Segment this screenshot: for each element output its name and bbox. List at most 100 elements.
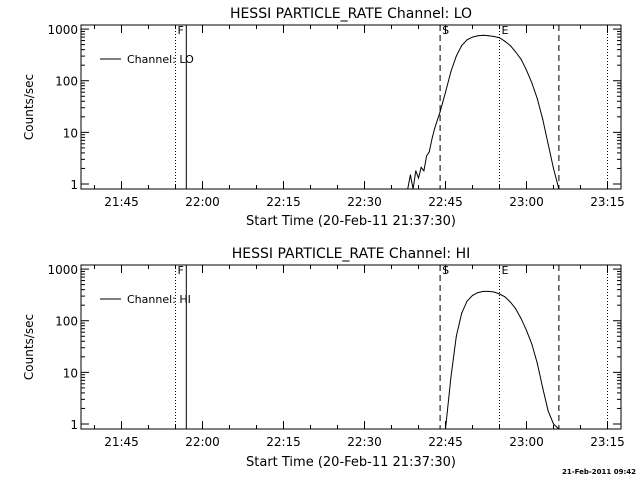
event-marker-label: S: [442, 264, 449, 277]
data-point: [450, 71, 452, 73]
data-point: [455, 55, 457, 57]
data-point: [466, 300, 468, 302]
data-point: [515, 51, 517, 53]
data-point: [472, 36, 473, 38]
x-tick-label: 21:45: [104, 195, 139, 209]
data-point: [558, 428, 560, 430]
data-point: [472, 294, 473, 296]
x-tick-label: 22:15: [266, 195, 301, 209]
x-tick-label: 21:45: [104, 435, 139, 449]
data-point: [415, 170, 417, 172]
chart-title: HESSI PARTICLE_RATE Channel: HI: [232, 246, 470, 262]
data-point: [542, 118, 544, 120]
y-tick-label: 1000: [47, 263, 78, 277]
data-point: [547, 143, 549, 145]
data-point: [536, 362, 538, 364]
chart-title: HESSI PARTICLE_RATE Channel: LO: [230, 6, 472, 22]
data-point: [445, 91, 446, 93]
event-marker-label: F: [178, 24, 184, 37]
data-point: [445, 428, 446, 430]
data-point: [428, 151, 430, 153]
legend-label: Channel: LO: [127, 53, 194, 66]
y-axis-label: Counts/sec: [22, 314, 36, 380]
x-axis-label: Start Time (20-Feb-11 21:37:30): [246, 214, 456, 229]
data-point: [482, 34, 484, 36]
y-tick-label: 1: [70, 178, 78, 192]
data-point: [520, 318, 522, 320]
data-point: [461, 45, 463, 47]
data-point: [553, 167, 554, 169]
y-tick-label: 100: [55, 75, 78, 89]
data-point: [426, 155, 428, 157]
x-tick-label: 23:00: [509, 435, 544, 449]
data-point: [558, 188, 560, 190]
x-tick-label: 22:15: [266, 435, 301, 449]
footer-timestamp: 21-Feb-2011 09:42: [562, 468, 636, 476]
data-point: [409, 174, 411, 176]
data-point: [450, 376, 452, 378]
x-tick-label: 22:30: [347, 435, 382, 449]
x-tick-label: 23:15: [590, 195, 625, 209]
data-point: [488, 35, 490, 37]
x-tick-label: 22:00: [185, 195, 220, 209]
data-point: [531, 343, 533, 345]
data-point: [515, 308, 517, 310]
data-point: [455, 335, 457, 337]
x-axis-label: Start Time (20-Feb-11 21:37:30): [246, 455, 456, 470]
data-point: [504, 40, 506, 42]
data-point: [420, 166, 422, 168]
y-tick-label: 1: [70, 418, 78, 432]
y-axis-label: Counts/sec: [22, 74, 36, 140]
data-point: [542, 387, 544, 389]
data-point: [493, 291, 495, 293]
data-point: [488, 290, 490, 292]
data-point: [509, 45, 511, 47]
event-marker-label: F: [178, 264, 184, 277]
x-tick-label: 22:45: [428, 435, 463, 449]
data-point: [526, 69, 527, 71]
data-point: [439, 111, 441, 113]
y-tick-label: 1000: [47, 23, 78, 37]
data-point: [477, 292, 479, 294]
event-marker-label: E: [502, 264, 509, 277]
event-marker-label: E: [502, 24, 509, 37]
data-point: [531, 82, 533, 84]
plot-frame: [80, 24, 622, 190]
data-point: [407, 188, 409, 190]
data-point: [423, 170, 425, 172]
legend-label: Channel: HI: [127, 293, 191, 306]
chart-panel-2: HESSI PARTICLE_RATE Channel: HI 21:45 22:0…: [22, 246, 625, 470]
data-point: [412, 188, 414, 190]
data-point: [466, 39, 468, 41]
x-tick-label: 22:00: [185, 435, 220, 449]
data-point: [431, 138, 433, 140]
series-line: [445, 290, 560, 430]
y-tick-label: 10: [63, 366, 78, 380]
data-point: [553, 423, 554, 425]
plot-frame: [80, 264, 622, 430]
data-point: [536, 98, 538, 100]
data-point: [509, 301, 511, 303]
event-marker-label: S: [442, 24, 449, 37]
data-point: [499, 37, 500, 39]
data-point: [493, 35, 495, 37]
chart-panel-1: HESSI PARTICLE_RATE Channel: LO 21:45 22:0…: [22, 6, 625, 229]
data-point: [499, 293, 500, 295]
data-point: [520, 58, 522, 60]
y-tick-label: 100: [55, 315, 78, 329]
data-point: [547, 410, 549, 412]
x-tick-label: 22:45: [428, 195, 463, 209]
x-tick-label: 22:30: [347, 195, 382, 209]
x-tick-label: 23:00: [509, 195, 544, 209]
data-point: [434, 127, 436, 129]
data-point: [418, 177, 419, 179]
series-line: [407, 34, 560, 190]
y-tick-label: 10: [63, 126, 78, 140]
data-point: [504, 296, 506, 298]
data-point: [526, 329, 527, 331]
data-point: [461, 312, 463, 314]
x-tick-label: 23:15: [590, 435, 625, 449]
data-point: [482, 290, 484, 292]
data-point: [477, 35, 479, 37]
